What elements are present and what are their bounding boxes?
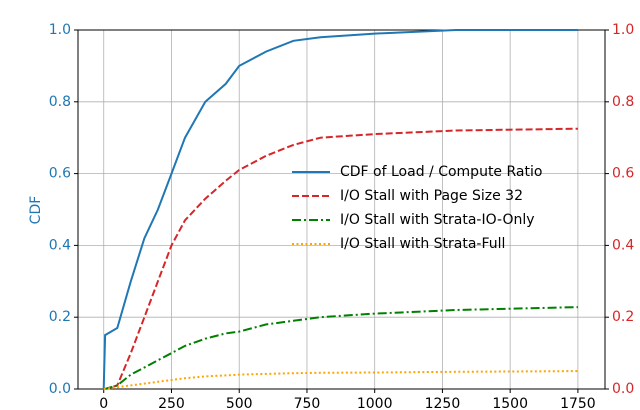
x-tick-label: 0 bbox=[99, 396, 108, 410]
y-tick-label: 0.2 bbox=[49, 309, 71, 325]
legend-label: CDF of Load / Compute Ratio bbox=[340, 164, 542, 180]
series-line bbox=[103, 306, 578, 390]
y-tick-label: 0.8 bbox=[49, 94, 71, 110]
series-line bbox=[103, 370, 578, 390]
y2-tick-label: 0.0 bbox=[612, 381, 634, 397]
y2-tick-label: 0.6 bbox=[612, 166, 634, 182]
y2-tick-label: 0.2 bbox=[612, 309, 634, 325]
y2-tick-label: 0.4 bbox=[612, 237, 634, 253]
y2-tick-label: 1.0 bbox=[612, 22, 634, 38]
series-line bbox=[103, 127, 578, 390]
x-tick-label: 1250 bbox=[425, 396, 461, 410]
legend-label: I/O Stall with Strata-IO-Only bbox=[340, 212, 535, 228]
y2-tick-label: 0.8 bbox=[612, 94, 634, 110]
y-tick-label: 0.0 bbox=[49, 381, 71, 397]
y-tick-label: 0.4 bbox=[49, 237, 71, 253]
plot-frame bbox=[77, 29, 606, 390]
legend-label: I/O Stall with Page Size 32 bbox=[340, 188, 523, 204]
legend-label: I/O Stall with Strata-Full bbox=[340, 236, 505, 252]
x-tick-label: 1500 bbox=[492, 396, 528, 410]
x-tick-label: 250 bbox=[158, 396, 185, 410]
x-tick-label: 750 bbox=[294, 396, 321, 410]
y-tick-label: 0.6 bbox=[49, 166, 71, 182]
x-tick-label: 500 bbox=[226, 396, 253, 410]
x-tick-label: 1000 bbox=[357, 396, 393, 410]
series-line bbox=[102, 29, 578, 390]
y-axis-label: CDF bbox=[28, 196, 44, 225]
y-tick-label: 1.0 bbox=[49, 22, 71, 38]
x-tick-label: 1750 bbox=[560, 396, 596, 410]
